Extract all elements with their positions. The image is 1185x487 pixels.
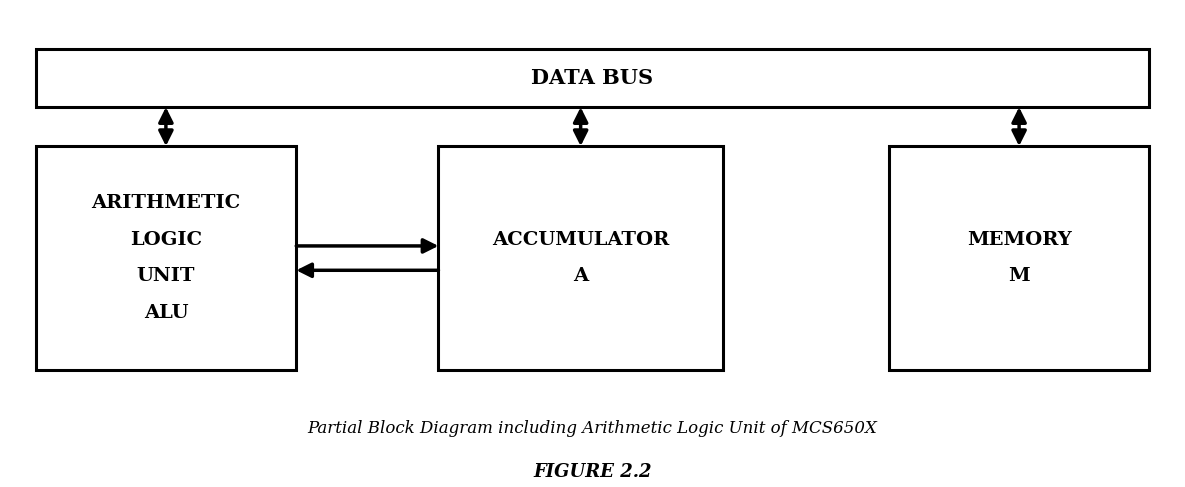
Text: A: A (574, 267, 588, 285)
Text: MEMORY: MEMORY (967, 231, 1071, 249)
Bar (889, 146, 1149, 370)
Text: M: M (1008, 267, 1030, 285)
Text: ACCUMULATOR: ACCUMULATOR (492, 231, 670, 249)
Text: ALU: ALU (143, 304, 188, 322)
Bar (36, 49, 1149, 107)
Text: UNIT: UNIT (136, 267, 196, 285)
Text: Partial Block Diagram including Arithmetic Logic Unit of MCS650X: Partial Block Diagram including Arithmet… (308, 420, 877, 437)
Text: DATA BUS: DATA BUS (531, 68, 654, 88)
Bar (36, 146, 296, 370)
Text: ARITHMETIC: ARITHMETIC (91, 194, 241, 212)
Bar (438, 146, 723, 370)
Text: FIGURE 2.2: FIGURE 2.2 (533, 464, 652, 481)
Text: LOGIC: LOGIC (130, 231, 201, 249)
